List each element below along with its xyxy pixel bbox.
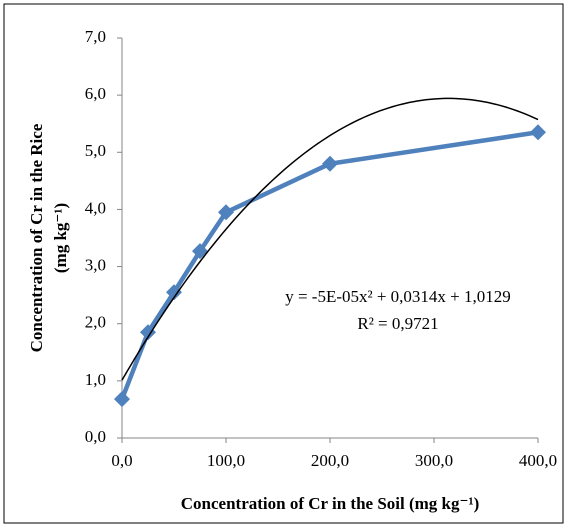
data-point: [192, 243, 208, 260]
trendline: [121, 97, 539, 381]
y-tick-label: 2,0: [85, 313, 106, 332]
x-tick-label: 400,0: [519, 451, 557, 470]
trendline-equation: y = -5E-05x² + 0,0314x + 1,0129: [285, 287, 511, 306]
y-tick-label: 3,0: [85, 255, 106, 274]
data-point: [140, 324, 156, 341]
y-tick-label: 0,0: [85, 427, 106, 446]
x-tick-label: 200,0: [311, 451, 349, 470]
y-tick-label: 7,0: [85, 27, 106, 46]
y-tick-label: 1,0: [85, 370, 106, 389]
y-axis-title: (mg kg⁻¹): [51, 203, 70, 273]
data-point: [166, 284, 182, 301]
data-point: [530, 124, 546, 141]
trendline-r-squared: R² = 0,9721: [357, 314, 438, 333]
chart-frame: [3, 3, 564, 524]
y-tick-label: 4,0: [85, 198, 106, 217]
y-axis-title: Concentration of Cr in the Rice: [27, 123, 46, 352]
data-point: [322, 155, 338, 172]
y-tick-label: 6,0: [85, 84, 106, 103]
data-point: [218, 204, 234, 221]
data-point: [114, 391, 130, 408]
x-tick-label: 100,0: [207, 451, 245, 470]
x-tick-label: 300,0: [415, 451, 453, 470]
x-tick-label: 0,0: [111, 451, 132, 470]
x-axis-title: Concentration of Cr in the Soil (mg kg⁻¹…: [181, 494, 480, 513]
y-tick-label: 5,0: [85, 141, 106, 160]
